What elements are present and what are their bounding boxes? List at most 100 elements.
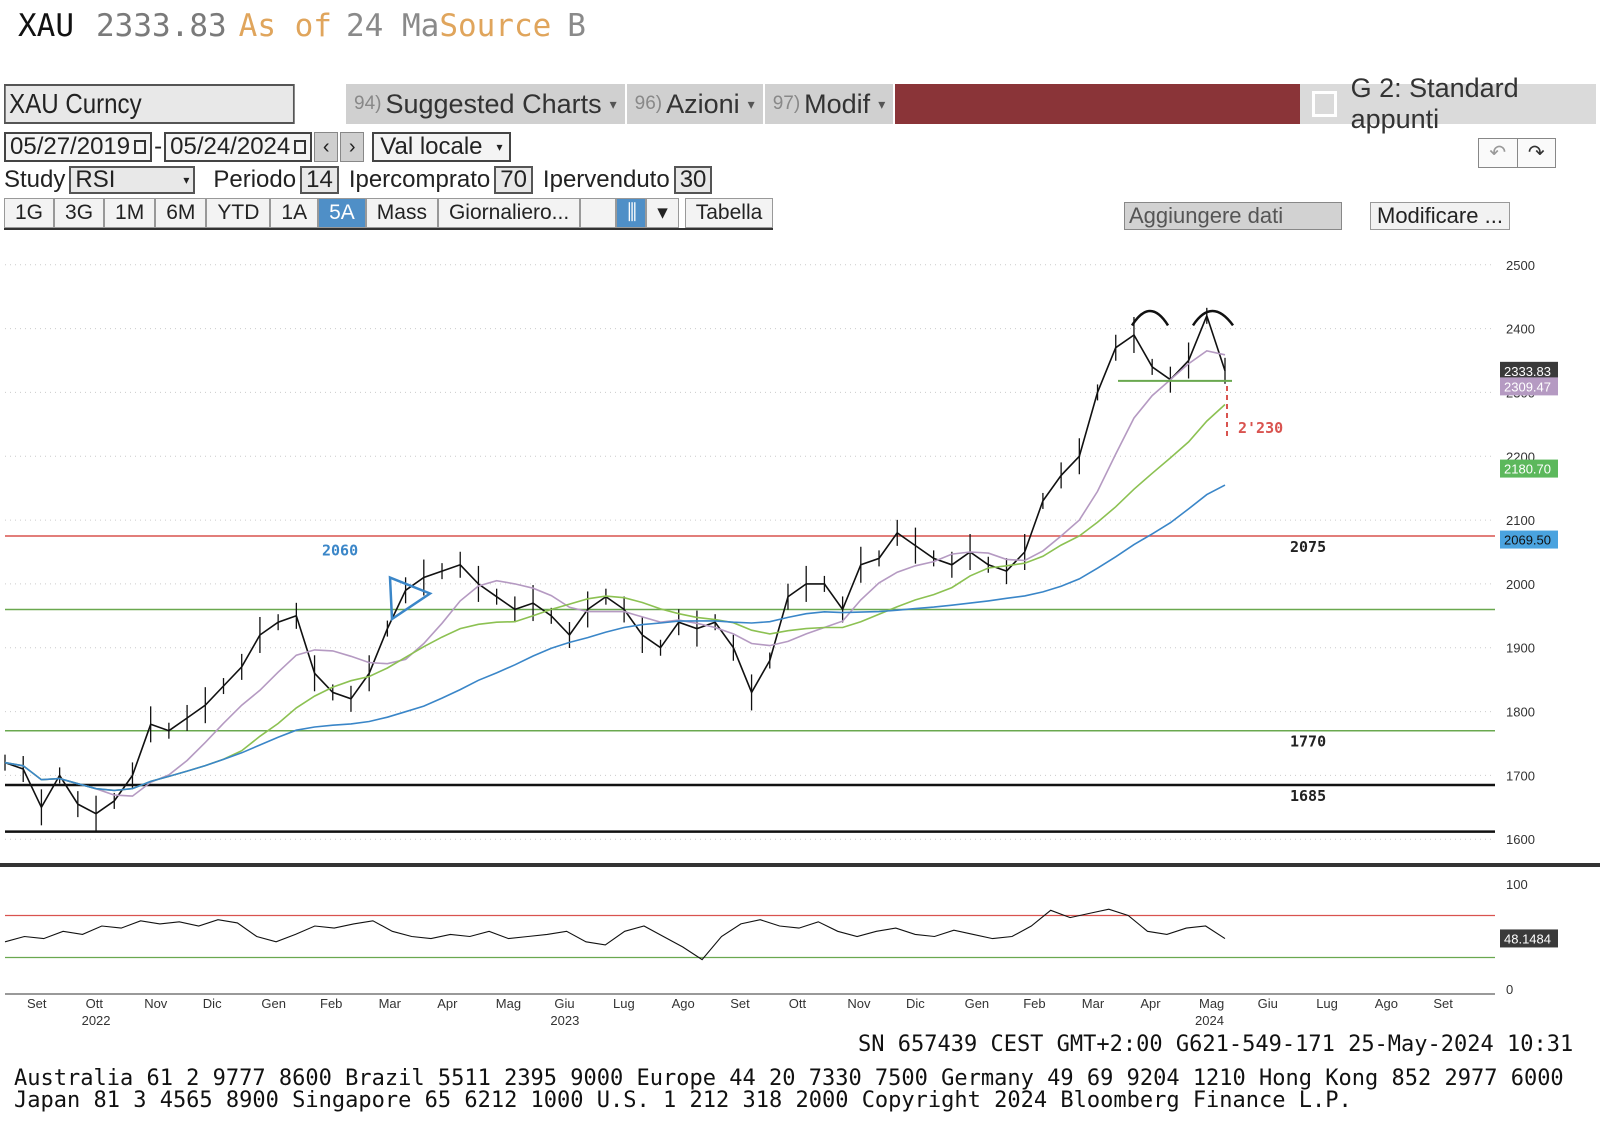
add-data-input[interactable]: Aggiungere dati bbox=[1124, 202, 1342, 230]
x-month-label: Giu bbox=[554, 996, 574, 1011]
calendar-icon[interactable] bbox=[294, 140, 307, 154]
period-tabs: 1G 3G 1M 6M YTD 1A 5A Mass Giornaliero..… bbox=[4, 198, 774, 230]
annotation-label: 2060 bbox=[322, 542, 358, 560]
tab-1a[interactable]: 1A bbox=[270, 198, 319, 228]
x-month-label: Mar bbox=[1082, 996, 1105, 1011]
x-month-label: Ago bbox=[672, 996, 695, 1011]
tab-3g[interactable]: 3G bbox=[54, 198, 105, 228]
modify-button[interactable]: Modificare ... bbox=[1370, 202, 1510, 230]
menu-number: 94) bbox=[354, 93, 382, 114]
x-month-label: Ago bbox=[1375, 996, 1398, 1011]
value-tag bbox=[1500, 459, 1558, 478]
overbought-input[interactable]: 70 bbox=[494, 166, 533, 194]
y-tick-label: 2100 bbox=[1506, 513, 1535, 528]
value-tag bbox=[1500, 530, 1558, 549]
next-range-button[interactable]: › bbox=[340, 132, 365, 162]
chart-background bbox=[0, 232, 1600, 1032]
chevron-down-icon: ▾ bbox=[878, 95, 886, 112]
top-arc bbox=[1191, 309, 1235, 327]
level-label: 1685 bbox=[1290, 787, 1326, 805]
study-value: RSI bbox=[75, 166, 116, 193]
menu-label: Modif bbox=[804, 88, 871, 119]
chevron-down-icon: ▾ bbox=[496, 140, 503, 154]
y-tick-label: 2000 bbox=[1506, 577, 1535, 592]
x-year-label: 2022 bbox=[82, 1013, 111, 1028]
annotation-label: 2'230 bbox=[1238, 419, 1283, 437]
last-price: 2333.83 bbox=[96, 8, 227, 44]
suggested-charts-menu[interactable]: 94) Suggested Charts ▾ bbox=[346, 84, 627, 124]
end-date: 05/24/2024 bbox=[170, 133, 291, 160]
chart-type-icon[interactable] bbox=[580, 198, 617, 228]
tab-6m[interactable]: 6M bbox=[155, 198, 207, 228]
moving-average-line bbox=[4, 350, 1226, 797]
x-year-label: 2024 bbox=[1195, 1013, 1224, 1028]
prev-range-button[interactable]: ‹ bbox=[314, 132, 339, 162]
value-tag bbox=[1500, 361, 1558, 380]
value-tag bbox=[1500, 929, 1558, 948]
y-tick-label: 1600 bbox=[1506, 832, 1535, 847]
x-month-label: Apr bbox=[1140, 996, 1161, 1011]
tab-1g[interactable]: 1G bbox=[4, 198, 55, 228]
rsi-tick-label: 0 bbox=[1506, 982, 1513, 997]
price-line bbox=[4, 313, 1226, 815]
tab-5a[interactable]: 5A bbox=[318, 198, 366, 228]
layout-button[interactable]: G 2: Standard appunti bbox=[1300, 73, 1596, 134]
chevron-down-icon: ▾ bbox=[183, 173, 190, 187]
top-arc bbox=[1130, 309, 1170, 327]
menu-number: 97) bbox=[772, 93, 801, 114]
top-toolbar: XAU Curncy 94) Suggested Charts ▾ 96) Az… bbox=[4, 73, 1596, 134]
as-of-date: 24 Ma bbox=[345, 8, 440, 44]
security-field[interactable]: XAU Curncy bbox=[4, 84, 295, 124]
y-tick-label: 2400 bbox=[1506, 322, 1535, 337]
modify-menu[interactable]: 97) Modif ▾ bbox=[764, 84, 896, 124]
undo-redo: ↶ ↷ bbox=[1478, 138, 1556, 168]
level-label: 1770 bbox=[1290, 733, 1326, 751]
price-chart[interactable]: 1600170018001900200021002200230024002500… bbox=[0, 232, 1600, 1032]
y-tick-label: 1800 bbox=[1506, 705, 1535, 720]
x-month-label: Nov bbox=[847, 996, 871, 1011]
tab-ytd[interactable]: YTD bbox=[206, 198, 271, 228]
study-select[interactable]: RSI ▾ bbox=[69, 166, 196, 194]
end-date-field[interactable]: 05/24/2024 bbox=[164, 132, 313, 162]
frequency-select[interactable]: Giornaliero... bbox=[437, 198, 581, 228]
bar-chart-icon[interactable]: ⫼ bbox=[616, 198, 647, 228]
ticker: XAU bbox=[18, 8, 74, 44]
session-info: SN 657439 CEST GMT+2:00 G621-549-171 25-… bbox=[858, 1032, 1574, 1057]
value-tag-label: 2333.83 bbox=[1504, 364, 1551, 379]
chevron-down-icon: ▾ bbox=[747, 95, 755, 112]
layout-label: G 2: Standard appunti bbox=[1350, 73, 1519, 134]
x-month-label: Ott bbox=[86, 996, 104, 1011]
table-button[interactable]: Tabella bbox=[684, 198, 774, 228]
x-month-label: Dic bbox=[203, 996, 222, 1011]
oversold-input[interactable]: 30 bbox=[673, 166, 713, 194]
x-month-label: Nov bbox=[144, 996, 168, 1011]
period-label: Periodo bbox=[213, 166, 297, 193]
value-tag-label: 2309.47 bbox=[1504, 379, 1551, 394]
redo-icon[interactable]: ↷ bbox=[1516, 139, 1556, 167]
source-code: B bbox=[567, 8, 586, 44]
level-label: 2075 bbox=[1290, 538, 1326, 556]
currency-select[interactable]: Val locale ▾ bbox=[372, 132, 511, 162]
actions-menu[interactable]: 96) Azioni ▾ bbox=[626, 84, 765, 124]
undo-icon[interactable]: ↶ bbox=[1489, 142, 1507, 164]
x-month-label: Set bbox=[730, 996, 750, 1011]
x-month-label: Mag bbox=[1199, 996, 1224, 1011]
tab-max[interactable]: Mass bbox=[365, 198, 438, 228]
study-label: Study bbox=[4, 166, 66, 193]
x-month-label: Feb bbox=[1023, 996, 1045, 1011]
calendar-icon[interactable] bbox=[134, 140, 147, 154]
period-input[interactable]: 14 bbox=[300, 166, 339, 194]
y-tick-label: 2500 bbox=[1506, 258, 1535, 273]
chevron-down-icon[interactable]: ▾ bbox=[646, 198, 679, 228]
chevron-down-icon: ▾ bbox=[609, 95, 617, 112]
x-month-label: Giu bbox=[1258, 996, 1278, 1011]
start-date-field[interactable]: 05/27/2019 bbox=[4, 132, 153, 162]
rsi-line bbox=[4, 908, 1226, 961]
tab-1m[interactable]: 1M bbox=[104, 198, 156, 228]
x-month-label: Gen bbox=[965, 996, 990, 1011]
title-bar: XAU 2333.83 As of 24 Ma Source B bbox=[18, 4, 586, 48]
oversold-label: Ipervenduto bbox=[542, 166, 670, 193]
start-date: 05/27/2019 bbox=[10, 133, 131, 160]
toolbar-band bbox=[895, 84, 1300, 124]
y-tick-label: 1700 bbox=[1506, 768, 1535, 783]
